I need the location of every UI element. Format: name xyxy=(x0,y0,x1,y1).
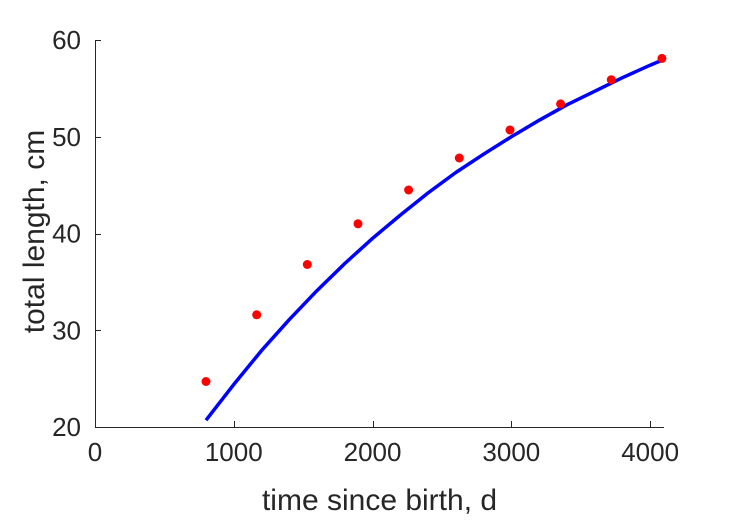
data-point xyxy=(404,185,414,195)
data-point xyxy=(302,260,312,269)
x-tick-label: 3000 xyxy=(482,437,540,467)
x-tick-label: 1000 xyxy=(205,437,263,467)
x-axis-label: time since birth, d xyxy=(262,484,497,517)
data-point xyxy=(353,219,363,229)
data-point xyxy=(201,377,211,386)
y-axis-ticks: 20 30 40 50 60 xyxy=(52,25,101,442)
y-tick-label: 20 xyxy=(52,412,81,442)
y-tick-label: 50 xyxy=(52,122,81,152)
y-axis-label: total length, cm xyxy=(18,130,51,333)
x-tick-label: 2000 xyxy=(344,437,402,467)
data-point xyxy=(556,99,566,109)
x-tick-label: 0 xyxy=(88,437,102,467)
y-tick-label: 60 xyxy=(52,25,81,55)
axes xyxy=(95,40,664,428)
data-point xyxy=(505,125,515,135)
y-tick-label: 40 xyxy=(52,219,81,249)
x-tick-label: 4000 xyxy=(621,437,679,467)
y-tick-label: 30 xyxy=(52,315,81,345)
data-point xyxy=(454,153,464,163)
data-point xyxy=(252,310,262,320)
data-point xyxy=(606,75,616,85)
x-axis-ticks: 0 1000 2000 3000 4000 xyxy=(88,421,679,467)
fit-curve-line xyxy=(204,58,663,422)
fit-curve-layer xyxy=(204,58,663,422)
data-points-layer xyxy=(201,53,667,386)
data-point xyxy=(657,53,667,63)
